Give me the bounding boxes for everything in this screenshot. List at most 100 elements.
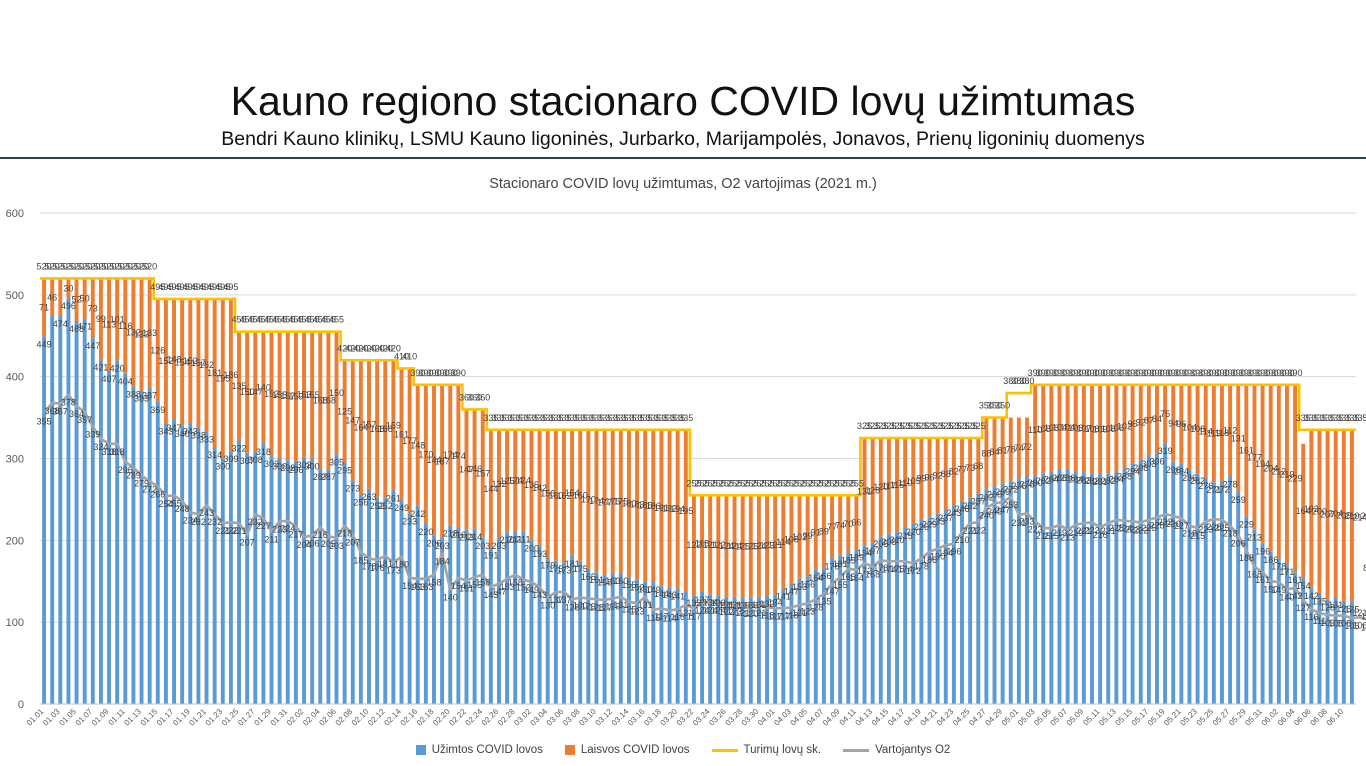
data-label-occupied: 421 xyxy=(93,362,108,372)
data-label-occupied: 165 xyxy=(581,572,596,582)
data-label-occupied: 237 xyxy=(938,513,953,523)
data-label-free: 168 xyxy=(370,424,385,434)
bar-occupied xyxy=(691,595,696,704)
data-label-o2: 221 xyxy=(1076,526,1091,536)
data-label-capacity: 390 xyxy=(1174,368,1189,378)
x-tick-label: 01.27 xyxy=(236,707,257,728)
data-label-capacity: 325 xyxy=(946,421,961,431)
bar-free xyxy=(497,429,501,538)
data-label-free: 104 xyxy=(1052,422,1067,432)
bar-free xyxy=(545,429,550,558)
data-label-o2: 128 xyxy=(808,602,823,612)
bar-free xyxy=(708,495,713,595)
data-label-free: 88 xyxy=(941,469,951,479)
data-label-free: 124 xyxy=(508,476,523,486)
bar-free xyxy=(870,438,875,543)
bar-free xyxy=(1114,384,1119,472)
data-label-capacity: 495 xyxy=(191,282,206,292)
bar-free xyxy=(326,331,331,470)
data-label-occupied: 263 xyxy=(361,492,376,502)
data-label-o2: 224 xyxy=(280,524,295,534)
data-label-capacity: 350 xyxy=(979,401,994,411)
bar-occupied xyxy=(1065,469,1070,704)
bar-occupied xyxy=(1146,456,1151,704)
data-label-o2: 221 xyxy=(215,526,230,536)
data-label-o2: 175 xyxy=(890,564,905,574)
data-label-free: 204 xyxy=(1263,463,1278,473)
data-label-capacity: 390 xyxy=(1223,368,1238,378)
page-title: Kauno regiono stacionaro COVID lovų užim… xyxy=(230,78,1136,124)
data-label-occupied: 135 xyxy=(1312,597,1327,607)
bar-occupied xyxy=(862,545,867,704)
data-label-occupied: 133 xyxy=(686,598,701,608)
data-label-capacity: 335 xyxy=(1304,413,1319,423)
bar-free xyxy=(66,278,71,299)
data-label-occupied: 155 xyxy=(621,580,636,590)
data-label-capacity: 335 xyxy=(597,413,612,423)
bar-free xyxy=(976,438,981,494)
data-label-capacity: 335 xyxy=(1344,413,1359,423)
data-label-capacity: 390 xyxy=(1239,368,1254,378)
x-tick-label: 02.14 xyxy=(382,707,403,728)
data-label-capacity: 335 xyxy=(573,413,588,423)
bar-occupied xyxy=(131,386,136,704)
data-label-o2: 247 xyxy=(995,505,1010,515)
bar-occupied xyxy=(618,573,623,704)
data-label-capacity: 335 xyxy=(589,413,604,423)
data-label-free: 170 xyxy=(581,494,596,504)
data-label-o2: 123 xyxy=(630,606,645,616)
data-label-occupied: 132 xyxy=(760,599,775,609)
x-tick-label: 05.31 xyxy=(1243,707,1264,728)
bar-free xyxy=(415,384,420,506)
data-label-free: 154 xyxy=(565,488,580,498)
data-label-occupied: 126 xyxy=(1336,604,1351,614)
data-label-o2: 221 xyxy=(232,526,247,536)
data-label-free: 114 xyxy=(776,537,790,547)
data-label-occupied: 242 xyxy=(410,509,425,519)
bar-occupied xyxy=(107,370,111,704)
data-label-occupied: 173 xyxy=(556,565,571,575)
data-label-occupied: 404 xyxy=(118,376,133,386)
data-label-free: 125 xyxy=(500,476,515,486)
data-label-capacity: 255 xyxy=(768,478,783,488)
data-label-o2: 222 xyxy=(971,525,986,535)
data-label-capacity: 520 xyxy=(45,261,60,271)
data-label-occupied: 252 xyxy=(378,501,393,511)
bar-occupied xyxy=(1033,474,1038,704)
x-tick-label: 05.23 xyxy=(1178,707,1199,728)
legend-swatch-o2 xyxy=(843,748,870,752)
data-label-capacity: 390 xyxy=(1076,368,1091,378)
data-label-free: 161 xyxy=(394,429,409,439)
data-label-occupied: 272 xyxy=(1003,484,1018,494)
data-label-o2: 109 xyxy=(1320,618,1335,628)
bar-occupied xyxy=(440,537,445,704)
bar-occupied xyxy=(732,596,737,704)
bar-occupied xyxy=(1090,473,1094,704)
data-label-occupied: 203 xyxy=(491,541,506,551)
bar-free xyxy=(1000,417,1005,484)
bar-occupied xyxy=(886,533,891,704)
data-label-occupied: 147 xyxy=(784,587,799,597)
x-tick-label: 05.25 xyxy=(1195,707,1216,728)
data-label-free: 214 xyxy=(1353,512,1366,522)
bar-occupied xyxy=(992,486,997,704)
data-label-o2: 137 xyxy=(548,595,563,605)
x-tick-label: 05.07 xyxy=(1049,707,1070,728)
data-label-o2: 168 xyxy=(865,570,880,580)
bar-free xyxy=(1057,384,1062,470)
data-label-capacity: 495 xyxy=(158,282,173,292)
bar-free xyxy=(342,360,347,463)
data-label-capacity: 380 xyxy=(1011,376,1026,386)
data-label-capacity: 335 xyxy=(638,413,653,423)
data-label-o2: 255 xyxy=(167,498,182,508)
data-label-capacity: 495 xyxy=(150,282,165,292)
data-label-o2: 108 xyxy=(1328,619,1343,629)
data-label-free: 183 xyxy=(630,500,645,510)
bar-free xyxy=(992,417,997,487)
data-label-capacity: 455 xyxy=(288,315,303,325)
x-tick-label: 03.18 xyxy=(642,707,663,728)
bar-free xyxy=(1293,384,1298,573)
data-label-capacity: 390 xyxy=(1093,368,1108,378)
data-label-capacity: 420 xyxy=(361,343,376,353)
data-label-free: 70 xyxy=(843,519,853,529)
